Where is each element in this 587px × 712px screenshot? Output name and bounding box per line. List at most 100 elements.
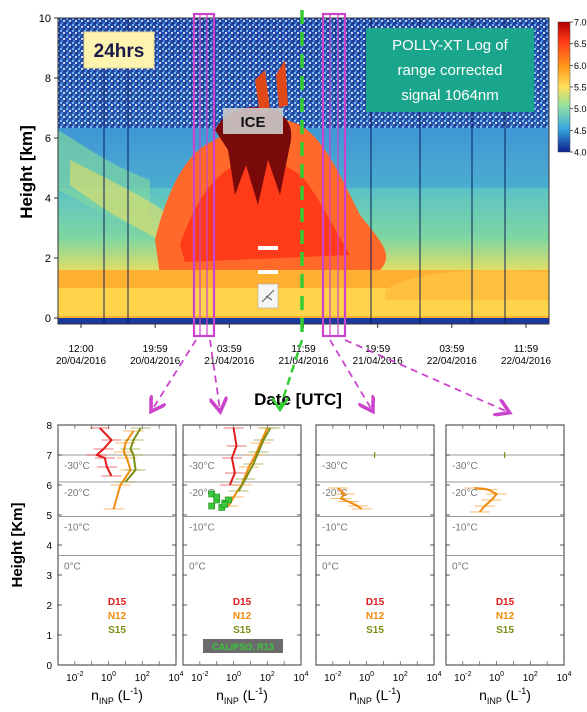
lidar-x-tick-time: 03:59 <box>217 344 242 355</box>
inp-panel-frame <box>57 424 177 666</box>
profile-x-tick-label: 102 <box>260 671 275 684</box>
profile-x-tick-label: 10-2 <box>66 671 83 684</box>
profile-x-axis-label: nINP (L-1) <box>91 686 143 706</box>
profile-x-tick-label: 104 <box>293 671 308 684</box>
arrow-to-panel-1 <box>152 339 197 410</box>
isotherm-label: 0°C <box>189 562 206 573</box>
ice-label: ICE <box>240 114 265 131</box>
lidar-x-tick-date: 20/04/2016 <box>56 356 106 367</box>
profile-y-tick-label: 3 <box>46 571 52 582</box>
profile-x-tick-label: 10-2 <box>324 671 341 684</box>
profile-x-tick-label: 10-2 <box>191 671 208 684</box>
colorbar-tick-label: 4.5 <box>574 126 587 136</box>
profile-x-tick-label: 104 <box>426 671 441 684</box>
isotherm-label: -30°C <box>64 461 90 472</box>
isotherm-label: -30°C <box>189 461 215 472</box>
legend-s15: S15 <box>366 625 384 636</box>
duration-badge-text: 24hrs <box>94 41 145 62</box>
colorbar-tick-label: 6.5 <box>574 39 587 49</box>
lidar-y-tick-label: 0 <box>45 313 51 325</box>
profile-y-tick-label: 0 <box>46 661 52 672</box>
legend-s15: S15 <box>108 625 126 636</box>
inp-panel-frame <box>445 424 565 666</box>
selection-bracket-left <box>192 12 216 338</box>
legend-d15: D15 <box>233 597 252 608</box>
profile-x-tick-label: 100 <box>359 671 374 684</box>
colorbar-ticks: 7.0 6.5 6.0 5.5 5.0 4.5 4.0 <box>570 18 587 158</box>
profile-x-tick-label: 10-2 <box>454 671 471 684</box>
profile-x-tick-label: 102 <box>135 671 150 684</box>
profile-x-tick-label: 100 <box>226 671 241 684</box>
profile-x-tick-label: 102 <box>393 671 408 684</box>
green-arrow <box>278 339 304 409</box>
legend-n12: N12 <box>233 611 252 622</box>
profile-y-tick-label: 1 <box>46 631 52 642</box>
colorbar-tick-label: 4.0 <box>574 148 587 158</box>
arrow-to-panel-3 <box>329 339 372 410</box>
legend-d15: D15 <box>496 597 515 608</box>
isotherm-label: -10°C <box>64 523 90 534</box>
lidar-x-tick-time: 11:59 <box>291 344 316 355</box>
isotherm-label: -30°C <box>322 461 348 472</box>
isotherm-label: -10°C <box>189 523 215 534</box>
profile-x-axis-label: nINP (L-1) <box>216 686 268 706</box>
profile-x-tick-label: 102 <box>523 671 538 684</box>
instrument-marker <box>258 246 278 250</box>
isotherm-label: -20°C <box>322 488 348 499</box>
legend-s15: S15 <box>233 625 251 636</box>
lidar-y-tick-label: 4 <box>45 193 51 205</box>
profile-x-axis-label: nINP (L-1) <box>349 686 401 706</box>
isotherm-label: 0°C <box>322 562 339 573</box>
profile-x-tick-label: 104 <box>556 671 571 684</box>
isotherm-label: 0°C <box>452 562 469 573</box>
profile-y-tick-label: 2 <box>46 601 52 612</box>
inp-panel-2: -30°C -20°C -10°C 0°C 10-2 100 102 104 nINP (L-1… <box>182 424 309 706</box>
isotherm-label: 0°C <box>64 562 81 573</box>
lidar-x-tick-time: 19:59 <box>143 344 168 355</box>
profile-y-tick-label: 6 <box>46 481 52 492</box>
lidar-y-tick-label: 10 <box>39 13 51 25</box>
lidar-x-tick-date: 22/04/2016 <box>501 356 551 367</box>
profile-x-tick-label: 100 <box>489 671 504 684</box>
profiles-y-axis-label: Height [Km] <box>9 503 26 588</box>
profile-x-axis-label: nINP (L-1) <box>479 686 531 706</box>
calipso-point <box>221 501 229 508</box>
selection-bracket-right <box>321 12 347 338</box>
isotherm-label: -20°C <box>452 488 478 499</box>
lidar-y-axis-label: Height [km] <box>17 125 36 219</box>
legend-d15: D15 <box>108 597 127 608</box>
isotherm-label: -30°C <box>452 461 478 472</box>
profile-y-tick-label: 8 <box>46 421 52 432</box>
lidar-y-tick-label: 8 <box>45 73 51 85</box>
lidar-x-axis: 12:0020/04/201619:5920/04/201603:5921/04… <box>56 324 551 367</box>
lidar-x-axis-label: Date [UTC] <box>254 390 342 409</box>
instrument-marker <box>258 270 278 274</box>
lidar-x-tick-time: 19:59 <box>365 344 390 355</box>
colorbar-tick-label: 6.0 <box>574 61 587 71</box>
lidar-x-tick-time: 11:59 <box>514 344 539 355</box>
inp-panel-3: -30°C -20°C -10°C 0°C 10-2 100 102 104 nINP (L-1… <box>315 424 442 706</box>
lidar-x-tick-date: 21/04/2016 <box>204 356 254 367</box>
lidar-y-tick-label: 6 <box>45 133 51 145</box>
profile-line-s15 <box>124 427 142 483</box>
calipso-legend-box <box>203 639 283 653</box>
legend-d15: D15 <box>366 597 385 608</box>
profile-line-n12 <box>337 487 363 510</box>
legend-s15: S15 <box>496 625 514 636</box>
calipso-point <box>208 502 215 510</box>
calipso-point <box>225 496 232 504</box>
ice-label-box <box>223 108 283 134</box>
duration-badge <box>83 31 155 69</box>
isotherm-label: -20°C <box>189 488 215 499</box>
lidar-y-tick-label: 2 <box>45 253 51 265</box>
legend-n12: N12 <box>366 611 385 622</box>
lidar-x-tick-date: 21/04/2016 <box>353 356 403 367</box>
panel-arrows <box>152 339 508 412</box>
profile-x-tick-label: 104 <box>168 671 183 684</box>
inp-panel-frame <box>182 424 302 666</box>
profile-line-s15 <box>237 427 272 492</box>
calipso-point <box>213 493 221 501</box>
inp-profiles: -30°C -20°C -10°C 0°C 0 1 2 3 4 5 6 7 8 10-2 100 102 104… <box>46 421 571 706</box>
profile-y-tick-label: 4 <box>46 541 52 552</box>
